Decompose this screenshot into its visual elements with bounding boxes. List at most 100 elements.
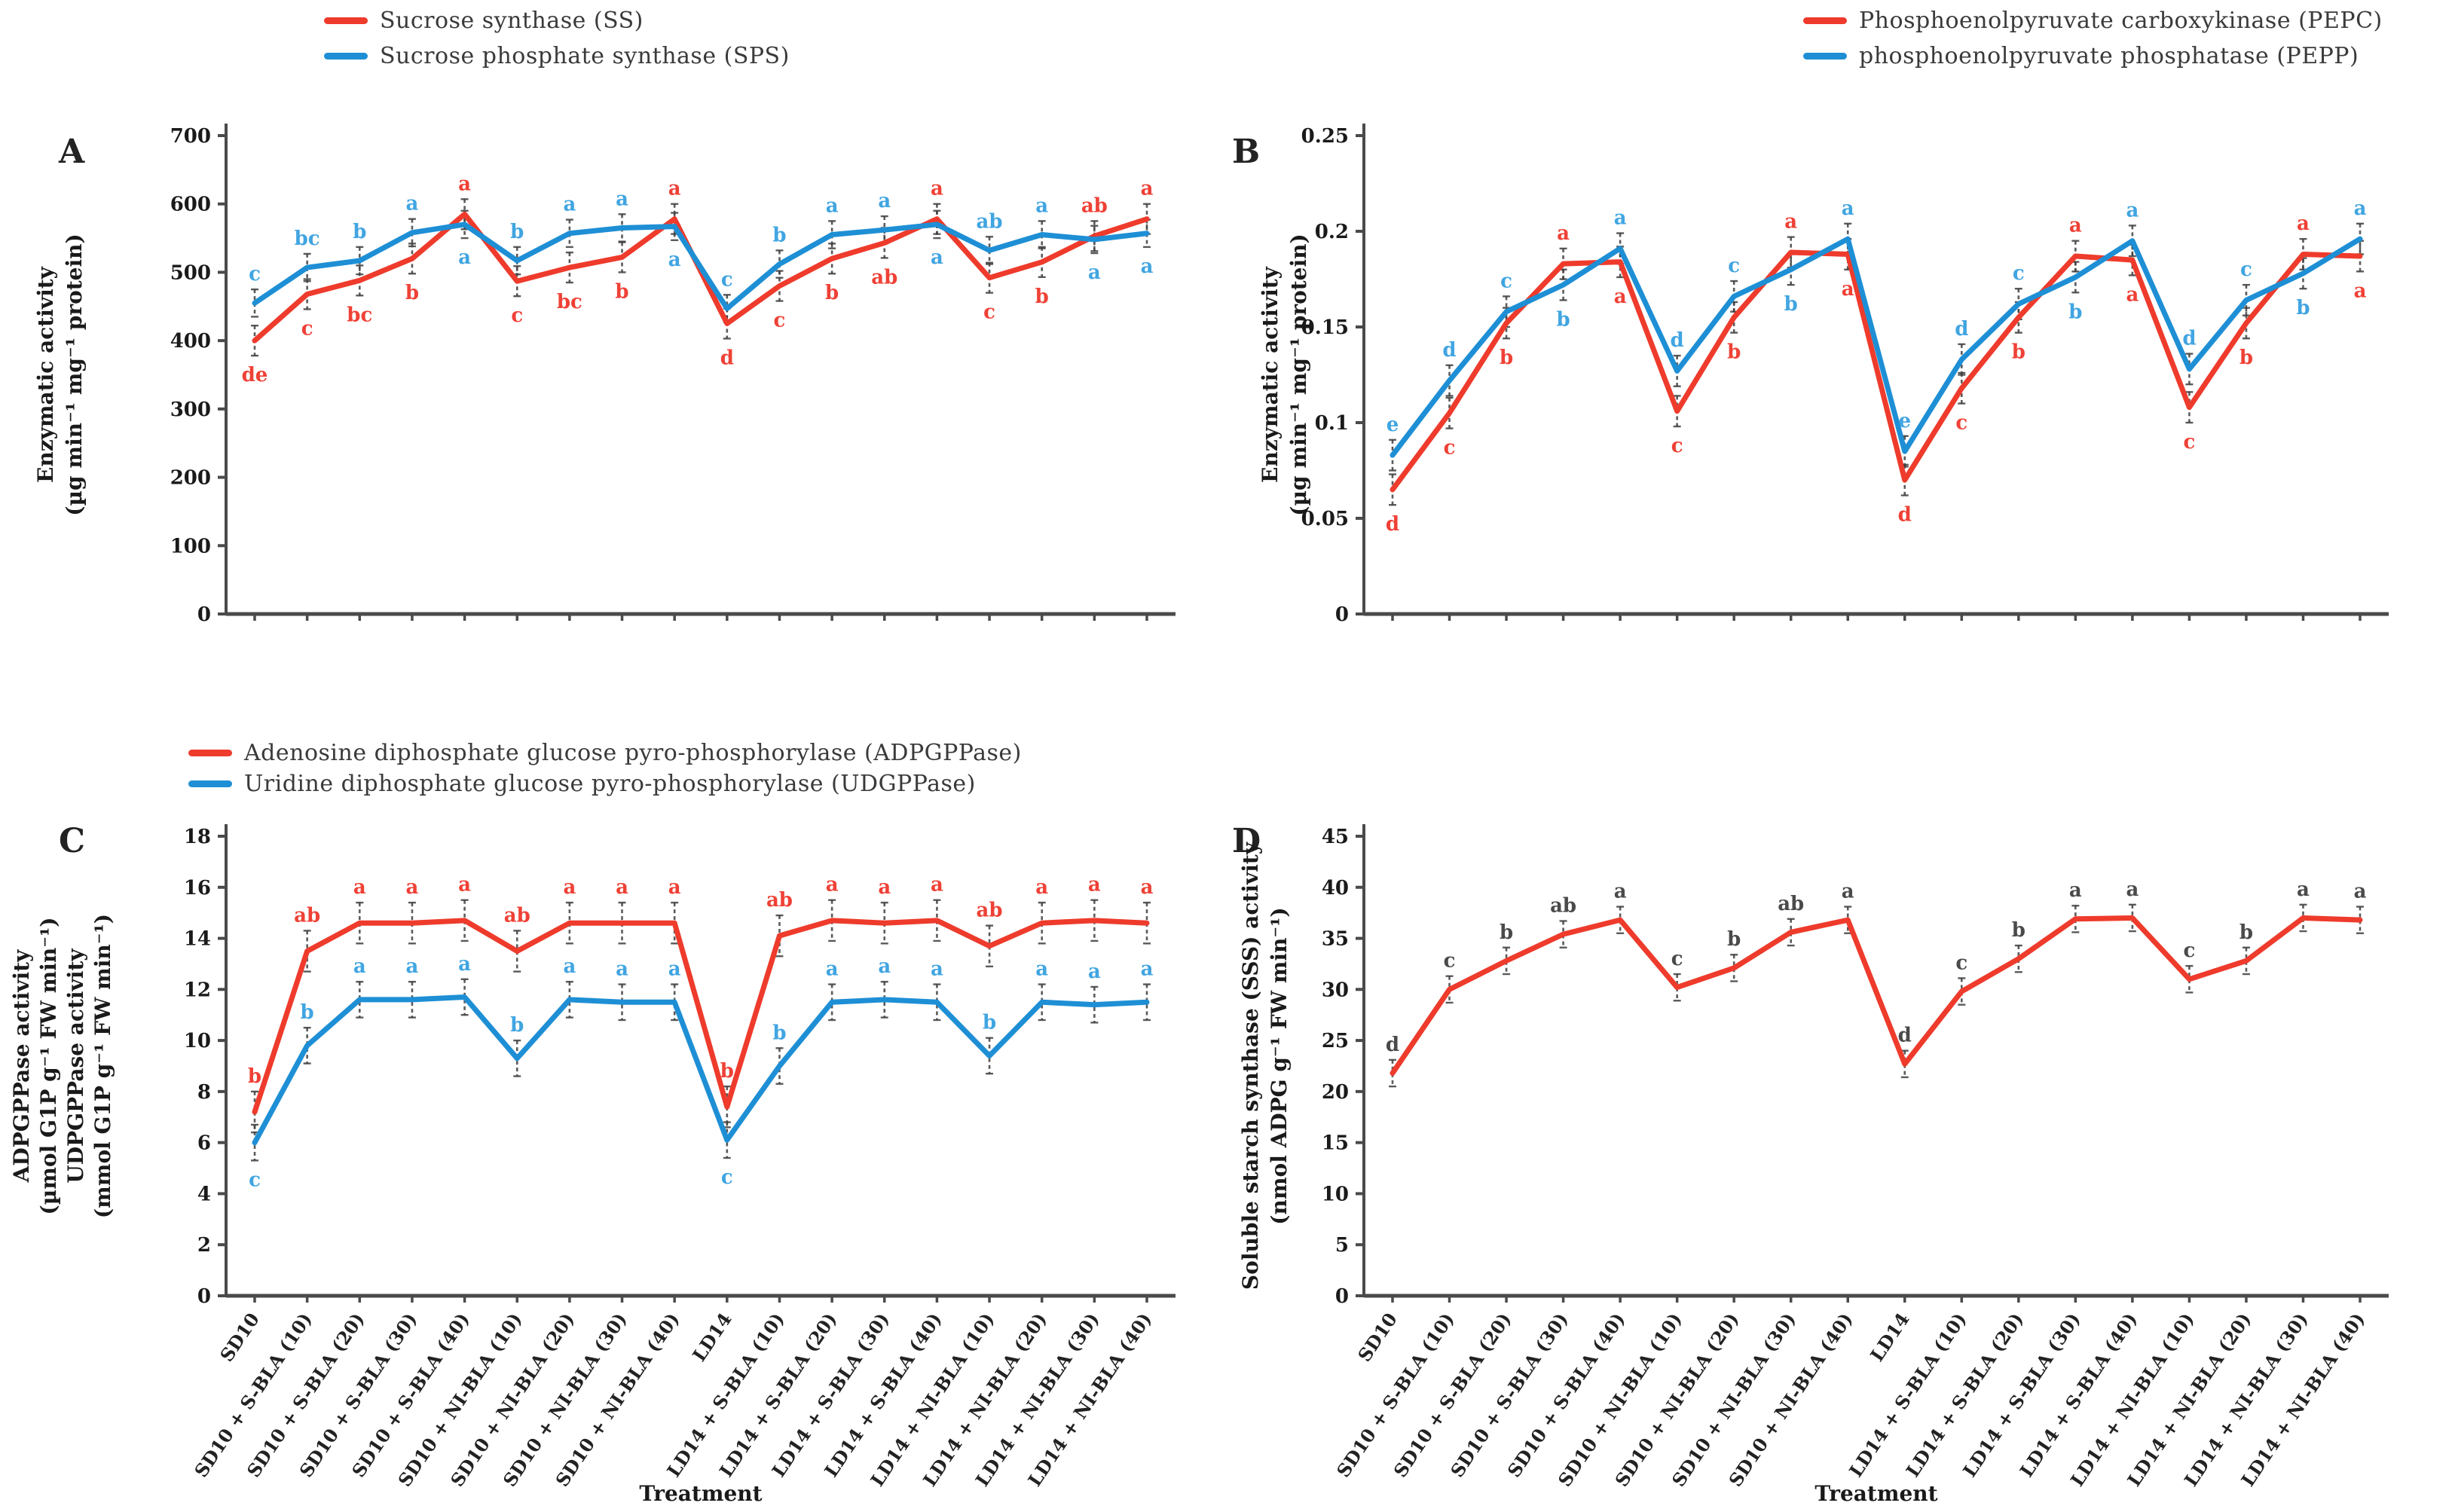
- y-tick-label: 10: [184, 1030, 211, 1052]
- legend-label: Adenosine diphosphate glucose pyro-phosp…: [244, 740, 1022, 766]
- sig-letter: a: [1784, 211, 1797, 234]
- y-tick-label: 20: [1322, 1081, 1349, 1104]
- sig-letter: a: [353, 955, 366, 978]
- sig-letter: b: [615, 280, 628, 303]
- legend-a: Sucrose synthase (SS) Sucrose phosphate s…: [0, 0, 1228, 121]
- y-axis-title: Enzymatic activity (µg min⁻¹ mg⁻¹ protein…: [33, 234, 87, 515]
- series-line: [252, 211, 1150, 344]
- series-line: [252, 994, 1150, 1146]
- sig-letter: b: [1500, 347, 1513, 369]
- sig-letter: a: [406, 876, 419, 899]
- y-tick-label: 0: [197, 1285, 211, 1308]
- y-tick-label: 2: [197, 1234, 211, 1257]
- y-tick-label: 5: [1335, 1234, 1349, 1257]
- y-tick-label: 0.25: [1301, 125, 1349, 148]
- sig-letter: ab: [871, 266, 897, 289]
- y-axis: 0 2 4 6 8 10 12 14 16 18: [184, 824, 228, 1308]
- sig-letter: b: [1500, 921, 1513, 944]
- sig-letters: e d c b a d c b a e d c b a d c b a: [1386, 197, 2367, 436]
- y-axis: 0 100 200 300 400 500 600 700: [170, 124, 228, 626]
- series-line: [252, 221, 1150, 312]
- legend-c: Adenosine diphosphate glucose pyro-phosp…: [0, 738, 1228, 811]
- y-tick-label: 400: [170, 330, 211, 353]
- x-tick-label: LD14: [1866, 1309, 1914, 1365]
- sig-letter: bc: [557, 291, 582, 313]
- sig-letter: a: [1141, 255, 1154, 278]
- x-tick-label: SD10: [1353, 1309, 1402, 1366]
- panel-d: D 0 5 10 15 20 25 30 35 40 45 Soluble starch syntha…: [1228, 738, 2455, 1512]
- panel-letter: B: [1232, 133, 1260, 171]
- sig-letter: c: [774, 310, 786, 332]
- legend-d: [1228, 738, 2455, 811]
- legend-swatch: [1803, 53, 1847, 60]
- sig-letter: a: [2126, 283, 2139, 306]
- sig-letter: c: [1671, 948, 1683, 970]
- legend-swatch: [188, 750, 232, 756]
- legend-item: Phosphoenolpyruvate carboxykinase (PEPC): [1803, 8, 2455, 34]
- sig-letter: a: [826, 194, 839, 217]
- sig-letter: ab: [766, 889, 793, 912]
- sig-letter: c: [511, 304, 523, 327]
- sig-letter: b: [510, 221, 524, 243]
- series-line: [1390, 249, 2363, 493]
- error-bars: [1389, 903, 2364, 1088]
- sig-letter: d: [1955, 318, 1968, 341]
- legend-label: Uridine diphosphate glucose pyro-phospho…: [244, 771, 976, 797]
- sig-letter: b: [983, 1012, 996, 1034]
- y-tick-label: 45: [1322, 826, 1349, 848]
- panel-letter: C: [59, 822, 85, 860]
- y-axis-title-line: (µg min⁻¹ mg⁻¹ protein): [62, 234, 87, 515]
- sig-letter: a: [826, 958, 839, 981]
- y-tick-label: 0.05: [1301, 508, 1349, 530]
- legend-item: Sucrose phosphate synthase (SPS): [324, 43, 1228, 69]
- y-tick-label: 4: [197, 1183, 211, 1205]
- sig-letter: c: [301, 317, 313, 340]
- sig-letter: b: [301, 1001, 314, 1024]
- legend-swatch: [188, 780, 232, 787]
- y-tick-label: 25: [1322, 1030, 1349, 1052]
- sig-letter: a: [1614, 286, 1627, 308]
- sig-letters: c b a a a b a a a c b a a a b a a a: [249, 953, 1153, 1192]
- y-tick-label: 0: [197, 603, 211, 626]
- sig-letter: b: [772, 224, 786, 246]
- sig-letter: d: [1898, 1025, 1912, 1047]
- sig-letter: bc: [295, 228, 320, 250]
- sig-letter: d: [720, 347, 734, 369]
- sig-letter: d: [1386, 1034, 1399, 1056]
- sig-letter: c: [2240, 258, 2252, 281]
- sig-letter: a: [458, 173, 471, 195]
- sig-letter: b: [1556, 308, 1570, 331]
- sig-letter: a: [406, 193, 419, 215]
- y-tick-label: 6: [197, 1132, 211, 1155]
- y-axis-title-line: Enzymatic activity: [1258, 266, 1283, 483]
- sig-letter: a: [2126, 878, 2139, 901]
- sig-letter: b: [2012, 341, 2025, 364]
- sig-letter: ab: [977, 210, 1003, 233]
- sig-letter: b: [405, 282, 419, 304]
- sig-letter: b: [1035, 286, 1049, 308]
- y-tick-label: 0.1: [1315, 412, 1349, 435]
- sig-letter: b: [248, 1065, 261, 1088]
- y-axis-title-line: Soluble starch synthase (SSS) activity: [1238, 842, 1263, 1290]
- sig-letter: c: [1671, 435, 1683, 457]
- sig-letter: c: [249, 263, 261, 286]
- sig-letter: ab: [504, 904, 530, 927]
- legend-label: Phosphoenolpyruvate carboxykinase (PEPC): [1859, 8, 2383, 34]
- y-tick-label: 600: [170, 194, 211, 216]
- sig-letter: b: [2012, 919, 2025, 942]
- sig-letter: a: [1614, 207, 1627, 230]
- sig-letter: e: [1898, 410, 1911, 432]
- sig-letter: a: [563, 876, 576, 899]
- sig-letter: bc: [347, 304, 372, 326]
- sig-letter: a: [2297, 878, 2310, 901]
- legend-item: phosphoenolpyruvate phosphatase (PEPP): [1803, 43, 2455, 69]
- sig-letter: a: [668, 178, 681, 200]
- sig-letter: a: [931, 246, 943, 269]
- y-tick-label: 0: [1335, 603, 1349, 626]
- sig-letter: a: [1842, 881, 1854, 903]
- sig-letter: a: [1842, 197, 1854, 220]
- sig-letter: d: [1386, 513, 1399, 536]
- sig-letter: a: [931, 178, 943, 200]
- sig-letter: a: [353, 876, 366, 899]
